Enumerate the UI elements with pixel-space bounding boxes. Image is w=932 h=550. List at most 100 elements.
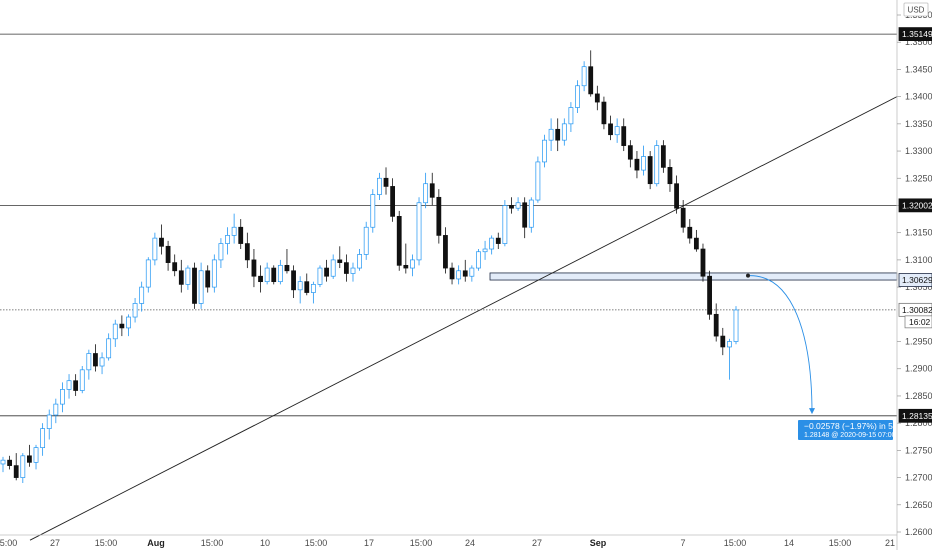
level-tag-0-label: 1.35149 [902, 29, 932, 39]
candle-body-up [231, 226, 237, 236]
candle-body-up [726, 341, 732, 348]
candle [40, 423, 46, 456]
candle-body-down [594, 93, 600, 103]
candle-body-down [693, 237, 699, 250]
candle [383, 167, 389, 195]
candle [277, 259, 283, 285]
candle-body-up [185, 267, 191, 285]
candle [443, 227, 448, 274]
candle-body-down [555, 128, 561, 141]
candle [185, 265, 191, 290]
projection-arrow[interactable] [747, 275, 813, 414]
candle-body-down [284, 264, 290, 272]
candle [350, 262, 356, 282]
candle-body-up [46, 414, 52, 429]
candle [7, 455, 13, 470]
candle-body-up [60, 389, 65, 405]
candle-body-down [608, 123, 613, 136]
candle [429, 172, 435, 206]
price-tick-label: 1.33500 [905, 119, 932, 129]
trendline[interactable] [29, 96, 898, 541]
candle-body-up [33, 447, 39, 463]
candle [33, 444, 39, 470]
price-axis[interactable]: 1.355001.350001.345001.340001.335001.330… [897, 10, 932, 537]
price-tick-label: 1.29500 [905, 337, 932, 347]
zone-tag-box [898, 273, 932, 287]
candle [291, 265, 296, 298]
candle-body-down [495, 237, 501, 244]
candle-body-up [126, 316, 131, 329]
candle [390, 178, 396, 222]
candle-body-down [258, 275, 263, 283]
candle-body-down [324, 267, 329, 277]
candle-body-up [581, 66, 587, 87]
candle-body-down [601, 101, 607, 125]
time-tick-label: 10 [260, 538, 270, 548]
candle-body-up [264, 267, 270, 283]
candle [416, 197, 422, 266]
candle-body-up [482, 248, 488, 253]
candle-body-up [330, 259, 336, 277]
zone-tag-label: 1.30629 [902, 275, 932, 285]
candle [112, 319, 118, 347]
time-tick-label: 17 [364, 538, 374, 548]
time-tick-label: 15:00 [829, 538, 852, 548]
candle-body-down [337, 259, 343, 263]
candle [152, 232, 158, 266]
candle-body-up [20, 455, 26, 478]
candle [674, 175, 679, 214]
candle-body-down [713, 313, 719, 337]
candle [225, 227, 230, 255]
candle-body-down [436, 196, 442, 236]
candle-body-up [733, 309, 739, 342]
candle [211, 254, 217, 293]
candle-body-down [660, 145, 666, 168]
candle-body-down [119, 323, 125, 329]
candle [178, 259, 184, 293]
candle-body-up [40, 428, 46, 448]
candle-body-up [410, 259, 415, 269]
candle-body-down [720, 335, 726, 348]
candle [324, 259, 329, 282]
candle-body-down [522, 202, 528, 228]
candle-body-down [647, 156, 653, 185]
candle-body-up [106, 338, 112, 359]
time-axis[interactable]: 15:00 27 15:00 Aug 15:00 10 15:00 17 15:00 24 27 Se… [0, 538, 895, 548]
candle [93, 344, 98, 372]
candle-body-down [244, 243, 250, 261]
candle [46, 409, 52, 440]
candle [337, 246, 343, 269]
candle-body-up [575, 85, 580, 108]
candle [608, 115, 613, 141]
price-tick-label: 1.27000 [905, 473, 932, 483]
candle [357, 249, 362, 271]
projection-start-dot[interactable] [746, 273, 750, 278]
candle-body-up [152, 237, 158, 261]
candle [13, 453, 19, 481]
candle [119, 315, 125, 337]
candle-body-down [165, 245, 171, 263]
candle [687, 219, 693, 244]
candle [66, 374, 72, 399]
candle [588, 50, 594, 97]
candle-body-down [429, 183, 435, 198]
candle [693, 229, 699, 252]
candle [258, 265, 263, 293]
candle [271, 265, 277, 285]
candle [139, 281, 145, 312]
time-tick-label: 15:00 [201, 538, 224, 548]
candle [634, 151, 640, 179]
candle-body-down [680, 207, 686, 228]
candle-body-up [79, 369, 85, 391]
candle-body-up [350, 267, 356, 274]
time-tick-label: 24 [465, 538, 475, 548]
candle-body-up [225, 235, 230, 244]
candle [720, 327, 726, 356]
candle-body-down [449, 267, 455, 280]
candle-body-down [192, 267, 197, 304]
candle-body-up [317, 267, 323, 285]
candle-body-down [403, 264, 409, 269]
candle-body-down [159, 237, 164, 247]
candle [495, 232, 501, 250]
